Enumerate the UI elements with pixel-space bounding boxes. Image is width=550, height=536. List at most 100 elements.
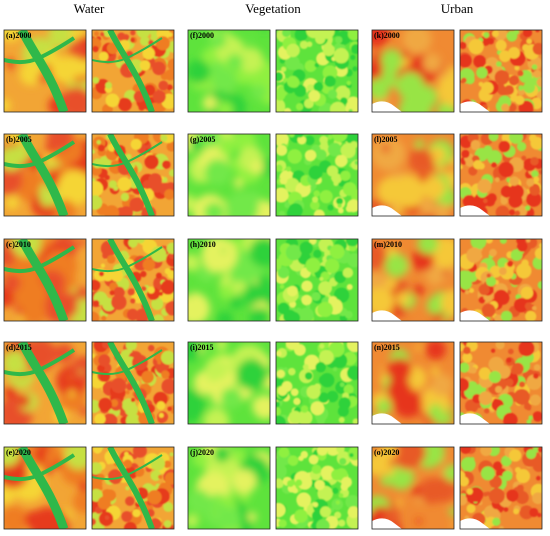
map-patch [202, 96, 217, 110]
map-patch [460, 447, 472, 454]
map-patch [470, 239, 487, 250]
map-patch [421, 176, 446, 200]
map-patch [402, 30, 432, 54]
map-patch [92, 149, 95, 154]
panel-label: (a)2000 [6, 31, 31, 40]
panel-frame [275, 238, 359, 322]
map-patch [529, 165, 534, 170]
map-patch [433, 203, 452, 216]
map-patch [422, 53, 442, 73]
map-patch [324, 258, 340, 274]
map-patch [285, 244, 302, 261]
map-patch [533, 373, 539, 379]
map-patch [333, 47, 349, 64]
panel-frame [91, 446, 175, 530]
map-panel [276, 134, 358, 216]
river [17, 342, 69, 424]
map-patch [352, 66, 358, 72]
map-patch [464, 290, 470, 295]
map-panel [460, 134, 542, 216]
map-patch [283, 309, 297, 321]
map-patch [51, 57, 78, 84]
map-patch [188, 59, 211, 84]
map-patch [373, 506, 383, 516]
map-patch [4, 166, 23, 196]
map-patch [493, 398, 499, 404]
column-title: Water [74, 1, 105, 16]
map-texture [276, 239, 358, 321]
map-patch [482, 491, 488, 497]
map-patch [335, 500, 340, 505]
map-patch [302, 363, 309, 370]
map-patch [531, 170, 539, 178]
map-patch [467, 381, 478, 392]
panel-frame [371, 29, 455, 113]
map-patch [118, 97, 132, 112]
map-patch [514, 210, 521, 216]
map-patch [442, 269, 450, 277]
map-patch [299, 136, 305, 143]
map-patch [212, 68, 237, 93]
map-patch [492, 517, 501, 526]
map-patch [331, 469, 343, 481]
map-patch [130, 241, 135, 246]
map-patch [430, 366, 440, 376]
column-title: Urban [441, 1, 474, 16]
map-patch [198, 134, 221, 148]
panel-frame [187, 29, 271, 113]
panel-frame [459, 238, 543, 322]
map-patch [518, 342, 535, 357]
map-patch [347, 506, 358, 519]
panel-label: (d)2015 [6, 343, 32, 352]
river-branch [92, 454, 163, 481]
map-patch [437, 74, 454, 107]
no-data [460, 205, 490, 216]
map-patch [279, 284, 285, 289]
map-patch [508, 184, 524, 200]
map-patch [345, 494, 358, 509]
map-patch [449, 157, 454, 167]
map-patch [92, 518, 97, 526]
map-patch [337, 207, 344, 214]
map-patch [408, 60, 421, 73]
map-patch [526, 38, 532, 45]
map-patch [130, 298, 136, 304]
map-patch [236, 358, 268, 391]
map-patch [516, 263, 532, 279]
map-patch [533, 69, 542, 79]
map-patch [4, 248, 16, 267]
map-patch [110, 399, 119, 407]
map-patch [466, 503, 476, 514]
map-patch [296, 492, 312, 508]
map-patch [92, 462, 102, 475]
panel-frame [275, 29, 359, 113]
map-patch [524, 302, 533, 310]
map-patch [531, 64, 538, 70]
map-patch [502, 470, 513, 481]
map-patch [335, 85, 351, 101]
map-patch [261, 30, 267, 33]
map-patch [217, 101, 234, 112]
map-patch [346, 80, 352, 86]
map-patch [509, 176, 520, 186]
map-patch [165, 301, 174, 316]
map-patch [342, 182, 357, 196]
map-patch [142, 47, 155, 60]
map-patch [129, 197, 145, 213]
river [17, 30, 69, 112]
map-patch [536, 492, 542, 501]
map-patch [97, 496, 111, 510]
map-patch [338, 417, 345, 424]
panel-frame [187, 341, 271, 425]
map-patch [288, 76, 300, 88]
map-patch [523, 81, 536, 94]
map-patch [417, 239, 439, 255]
map-patch [518, 381, 526, 388]
panel-frame [371, 238, 455, 322]
map-patch [108, 180, 118, 189]
map-patch [279, 176, 288, 185]
map-patch [188, 253, 200, 272]
map-patch [412, 284, 425, 297]
map-patch [210, 30, 217, 37]
map-patch [276, 502, 286, 518]
